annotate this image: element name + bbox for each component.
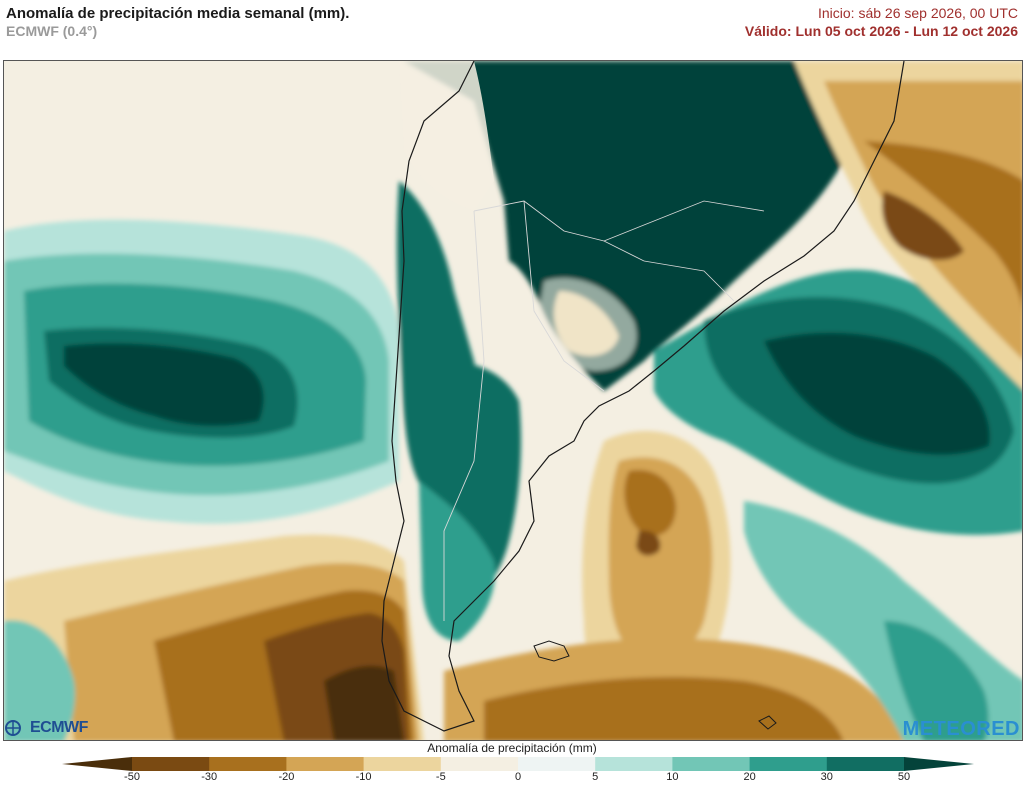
colorbar-segment xyxy=(363,757,442,771)
colorbar-segment xyxy=(595,757,673,771)
ecmwf-logo: ECMWF xyxy=(5,719,88,737)
northeast-brown-core xyxy=(882,191,964,261)
colorbar-segment xyxy=(672,757,751,771)
south-georgia-island xyxy=(758,715,777,730)
colorbar-tick-label: 5 xyxy=(592,771,599,783)
colorbar-segment xyxy=(826,757,905,771)
colorbar-tick-label: 10 xyxy=(666,771,679,783)
colorbar-tick-label: 30 xyxy=(820,771,833,783)
falkland-islands xyxy=(533,640,570,662)
colorbar-label: Anomalía de precipitación (mm) xyxy=(427,741,597,755)
southeast-teal-patch xyxy=(884,621,989,740)
valid-period: Válido: Lun 05 oct 2026 - Lun 12 oct 202… xyxy=(744,23,1018,39)
atlantic-teal-deep-core xyxy=(764,332,990,455)
colorbar-tick-label: 0 xyxy=(514,771,522,783)
header-left: Anomalía de precipitación media semanal … xyxy=(6,4,349,40)
southwest-teal-patch xyxy=(4,620,75,740)
colorbar-segment xyxy=(209,757,287,771)
south-atlantic-brown-spot xyxy=(636,530,661,556)
colorbar-tick-label: -30 xyxy=(201,771,218,783)
country-borders xyxy=(443,200,645,621)
colorbar-ticks: -50 -30 -20 -10 -5 0 5 10 20 30 50 xyxy=(0,771,1024,787)
colorbar-tick-label: -20 xyxy=(278,771,295,783)
model-label: ECMWF (0.4°) xyxy=(6,23,98,39)
header-right: Inicio: sáb 26 sep 2026, 00 UTC Válido: … xyxy=(745,4,1018,40)
brazil-wet-core xyxy=(404,61,884,391)
ecmwf-logo-text: ECMWF xyxy=(30,719,88,736)
colorbar-segment xyxy=(286,757,365,771)
patagonia-north-teal-area xyxy=(419,481,495,641)
colorbar-segment xyxy=(62,757,132,771)
colorbar-segment xyxy=(440,757,519,771)
south-america-coastline xyxy=(381,61,905,732)
colorbar-segment xyxy=(518,757,596,771)
colorbar-tick-label: 20 xyxy=(743,771,756,783)
colorbar-segment xyxy=(749,757,828,771)
colorbar-tick-label: -5 xyxy=(435,771,446,783)
south-atlantic-tan-core xyxy=(624,470,676,536)
colorbar-segment xyxy=(132,757,210,771)
colorbar-tick-label: -50 xyxy=(124,771,140,783)
pacific-teal-deep-core xyxy=(64,343,264,426)
colorbar-segment xyxy=(904,757,974,771)
state-borders xyxy=(603,200,765,302)
rio-de-la-plata-neutral-area xyxy=(539,277,637,371)
northeast-tan-area xyxy=(864,141,1022,305)
colorbar-tick-label: -10 xyxy=(355,771,372,783)
colorbar-tick-label: 50 xyxy=(897,771,911,783)
southern-atlantic-tan-area xyxy=(484,677,844,740)
colorbar xyxy=(62,757,974,771)
ecmwf-globe-icon xyxy=(5,720,21,736)
map-title: Anomalía de precipitación media semanal … xyxy=(6,5,350,22)
south-pacific-brown-dark-core xyxy=(324,665,404,740)
precipitation-anomaly-map[interactable] xyxy=(3,60,1023,741)
map-canvas xyxy=(4,61,1022,740)
altiplano-neutral-area xyxy=(399,61,494,211)
init-time: Inicio: sáb 26 sep 2026, 00 UTC xyxy=(817,5,1018,21)
meteored-logo: METEORED xyxy=(902,718,1020,740)
